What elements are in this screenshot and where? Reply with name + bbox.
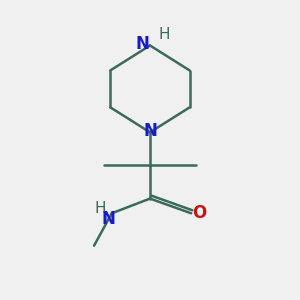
Text: H: H xyxy=(158,27,170,42)
Text: O: O xyxy=(192,204,207,222)
Text: H: H xyxy=(95,200,106,215)
Text: N: N xyxy=(136,35,150,53)
Text: N: N xyxy=(102,210,116,228)
Text: N: N xyxy=(143,122,157,140)
